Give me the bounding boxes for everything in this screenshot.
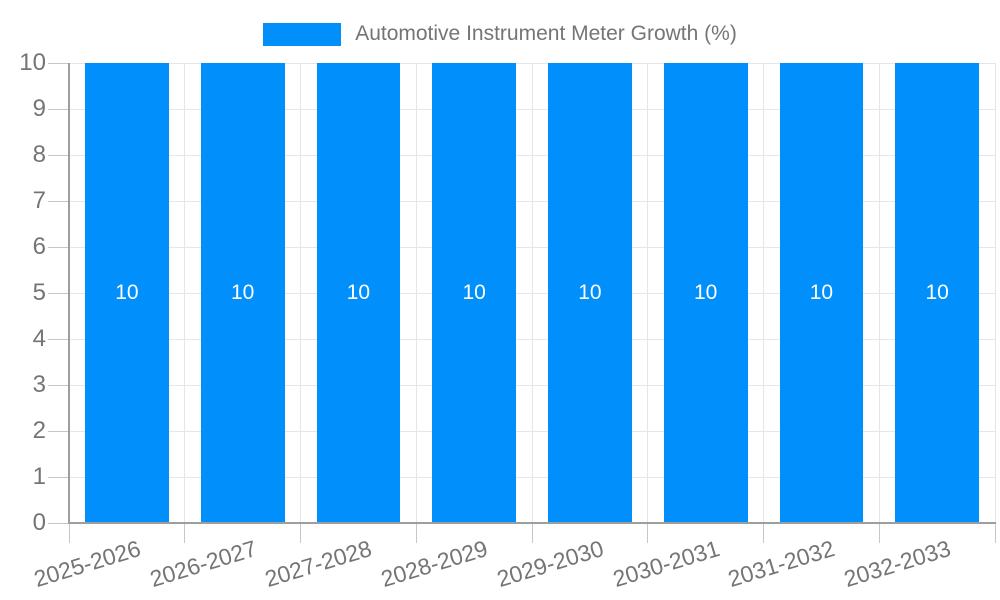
x-axis-tick <box>647 523 649 543</box>
bar[interactable]: 10 <box>663 63 748 523</box>
y-axis-tick <box>48 338 69 340</box>
x-axis-tick <box>531 523 533 543</box>
x-axis-label: 2032-2033 <box>840 535 954 593</box>
x-gridline <box>531 63 533 523</box>
y-axis-tick <box>48 292 69 294</box>
x-gridline <box>300 63 301 523</box>
bar-value-label: 10 <box>346 281 371 304</box>
x-gridline <box>647 63 649 523</box>
x-gridline <box>994 63 996 523</box>
bar-value-label: 10 <box>578 281 602 304</box>
y-axis-label: 5 <box>32 279 46 306</box>
y-axis-label: 1 <box>32 463 46 490</box>
y-axis-tick <box>48 430 69 432</box>
bar[interactable]: 10 <box>316 63 401 523</box>
y-axis-tick <box>48 384 69 386</box>
x-axis-label: 2028-2029 <box>377 535 491 593</box>
bar[interactable]: 10 <box>432 63 516 523</box>
x-axis-tick <box>763 523 764 543</box>
x-axis-label: 2027-2028 <box>262 535 375 593</box>
bar-value-label: 10 <box>115 281 139 304</box>
bar[interactable]: 10 <box>200 63 285 523</box>
bar-value-label: 10 <box>809 281 834 304</box>
x-axis-label: 2030-2031 <box>609 535 723 593</box>
x-axis-tick <box>68 523 70 543</box>
y-axis-tick <box>48 246 69 248</box>
bar[interactable]: 10 <box>895 63 979 523</box>
y-axis-tick <box>48 200 69 202</box>
bar-value-label: 10 <box>462 281 486 304</box>
bar[interactable]: 10 <box>779 63 864 523</box>
x-axis-label: 2031-2032 <box>725 535 838 593</box>
bar[interactable]: 10 <box>85 63 169 523</box>
x-axis-line <box>68 522 996 524</box>
legend-label: Automotive Instrument Meter Growth (%) <box>355 22 737 45</box>
bar-value-label: 10 <box>230 281 255 304</box>
y-axis-label: 0 <box>32 509 46 536</box>
y-axis-tick <box>48 108 69 110</box>
y-axis-label: 8 <box>32 141 46 168</box>
y-axis-label: 3 <box>32 371 46 398</box>
y-axis-tick <box>48 154 69 156</box>
bar-value-label: 10 <box>925 281 949 304</box>
x-axis-tick <box>878 523 880 543</box>
x-axis-tick <box>994 523 996 543</box>
x-axis-tick <box>184 523 186 543</box>
y-axis-label: 6 <box>32 233 46 260</box>
x-axis-label: 2025-2026 <box>30 535 144 593</box>
y-axis-label: 4 <box>32 325 46 352</box>
legend-item[interactable]: Automotive Instrument Meter Growth (%) <box>0 22 1000 46</box>
x-gridline <box>763 63 764 523</box>
y-axis-label: 9 <box>32 95 46 122</box>
y-axis-tick <box>48 62 69 64</box>
y-axis-label: 7 <box>32 187 46 214</box>
y-axis-tick <box>48 522 69 524</box>
y-axis-tick <box>48 476 69 478</box>
x-axis-label: 2029-2030 <box>493 535 607 593</box>
x-axis-tick <box>415 523 417 543</box>
y-axis-line <box>68 63 70 523</box>
x-gridline <box>184 63 186 523</box>
bar-value-label: 10 <box>693 281 718 304</box>
x-axis-tick <box>300 523 301 543</box>
y-axis-label: 10 <box>19 49 46 76</box>
y-axis-label: 2 <box>32 417 46 444</box>
bar[interactable]: 10 <box>548 63 632 523</box>
x-gridline <box>415 63 417 523</box>
x-gridline <box>878 63 880 523</box>
legend-swatch <box>263 22 342 46</box>
x-axis-label: 2026-2027 <box>146 535 260 593</box>
